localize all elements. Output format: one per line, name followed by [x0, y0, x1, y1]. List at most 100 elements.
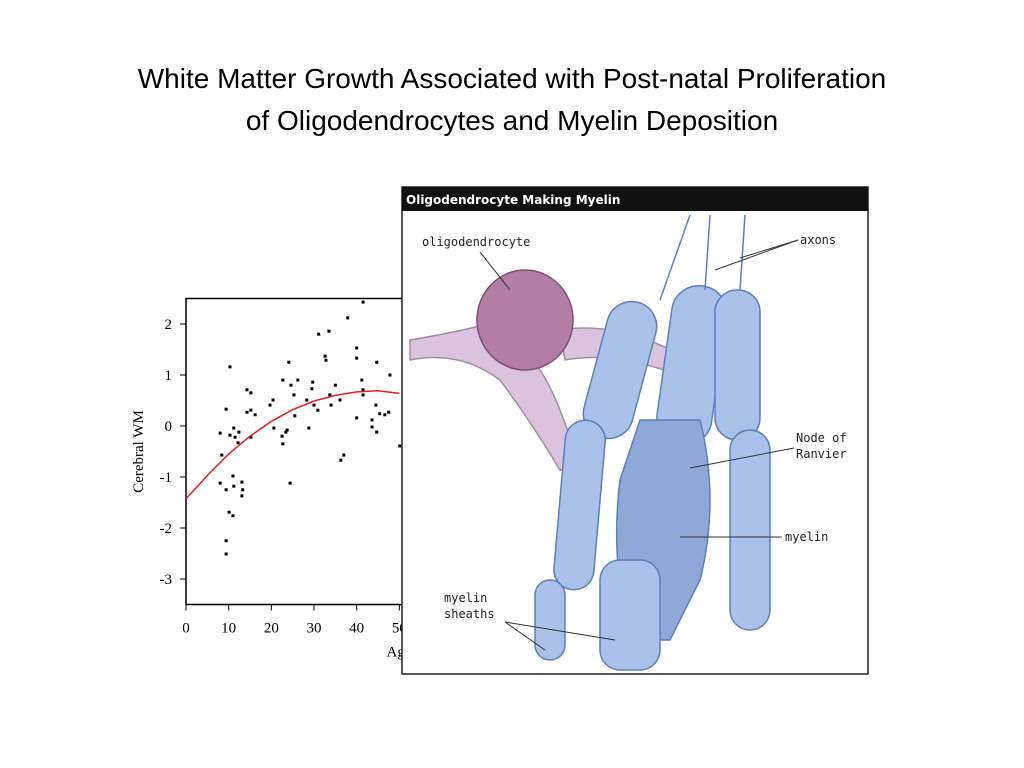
point: [398, 444, 402, 448]
illustration-label: Node of: [796, 431, 847, 445]
y-tick-label: -2: [160, 521, 173, 537]
point: [316, 408, 320, 412]
point: [288, 481, 292, 485]
drawing: [409, 214, 771, 671]
point: [245, 388, 249, 392]
point: [333, 383, 337, 387]
point: [383, 413, 387, 417]
x-tick-label: 20: [264, 621, 279, 637]
point: [245, 410, 249, 414]
point: [232, 484, 236, 488]
point: [388, 373, 392, 377]
point: [361, 300, 365, 304]
point: [231, 514, 235, 518]
illustration: Oligodendrocyte Making Myelin oligodendr…: [401, 186, 869, 675]
point: [342, 453, 346, 457]
point: [281, 442, 285, 446]
illustration-title: Oligodendrocyte Making Myelin: [406, 193, 620, 207]
point: [241, 488, 245, 492]
point: [387, 410, 391, 414]
point: [293, 414, 297, 418]
point: [355, 356, 359, 360]
point: [218, 481, 222, 485]
point: [305, 398, 309, 402]
point: [324, 358, 328, 362]
point: [237, 430, 241, 434]
point: [240, 494, 244, 498]
y-tick-label: -1: [160, 470, 173, 486]
y-tick-label: -3: [160, 572, 173, 588]
point: [224, 407, 228, 411]
point: [360, 378, 364, 382]
illustration-label: oligodendrocyte: [422, 235, 530, 249]
point: [370, 418, 374, 422]
point: [317, 332, 321, 336]
point: [375, 360, 379, 364]
point: [228, 433, 232, 437]
point: [361, 393, 365, 397]
y-tick-label: 1: [165, 368, 173, 384]
title-line: White Matter Growth Associated with Post…: [138, 63, 887, 94]
point: [249, 435, 253, 439]
point: [338, 398, 342, 402]
point: [355, 346, 359, 350]
point: [323, 354, 327, 358]
point: [346, 316, 350, 320]
title-line: of Oligodendrocytes and Myelin Depositio…: [246, 105, 778, 136]
x-tick-label: 0: [182, 621, 190, 637]
illustration-label: myelin: [785, 530, 828, 544]
point: [374, 403, 378, 407]
point: [327, 329, 331, 333]
point: [355, 416, 359, 420]
point: [218, 431, 222, 435]
point: [289, 383, 293, 387]
point: [292, 393, 296, 397]
point: [220, 453, 224, 457]
y-tick-label: 2: [165, 317, 173, 333]
point: [311, 380, 315, 384]
point: [375, 430, 379, 434]
leader-lines: [479, 239, 799, 651]
point: [285, 428, 289, 432]
point: [328, 393, 332, 397]
point: [296, 378, 300, 382]
fit-line: [185, 390, 400, 500]
point: [268, 403, 272, 407]
point: [284, 430, 288, 434]
point: [224, 552, 228, 556]
point: [228, 365, 232, 369]
point: [339, 458, 343, 462]
point: [233, 435, 237, 439]
illustration-label: sheaths: [444, 607, 495, 621]
point: [249, 408, 253, 412]
point: [224, 488, 228, 492]
point: [361, 388, 365, 392]
point: [280, 434, 284, 438]
illustration-label: Ranvier: [796, 447, 847, 461]
x-tick-label: 40: [349, 621, 364, 637]
point: [271, 398, 275, 402]
point: [272, 426, 276, 430]
point: [378, 412, 382, 416]
point: [370, 425, 374, 429]
point: [253, 413, 257, 417]
point: [232, 426, 236, 430]
point: [249, 391, 253, 395]
point: [310, 387, 314, 391]
illustration-header: [402, 187, 868, 211]
point: [281, 378, 285, 382]
point: [287, 360, 291, 364]
y-axis-label: Cerebral WM: [131, 410, 147, 493]
illustration-label: axons: [800, 233, 836, 247]
point: [231, 474, 235, 478]
x-tick-label: 30: [307, 621, 322, 637]
point: [307, 426, 311, 430]
point: [240, 480, 244, 484]
y-tick-label: 0: [165, 419, 173, 435]
point: [224, 539, 228, 543]
x-tick-label: 10: [221, 621, 236, 637]
point: [329, 403, 333, 407]
point: [312, 403, 316, 407]
